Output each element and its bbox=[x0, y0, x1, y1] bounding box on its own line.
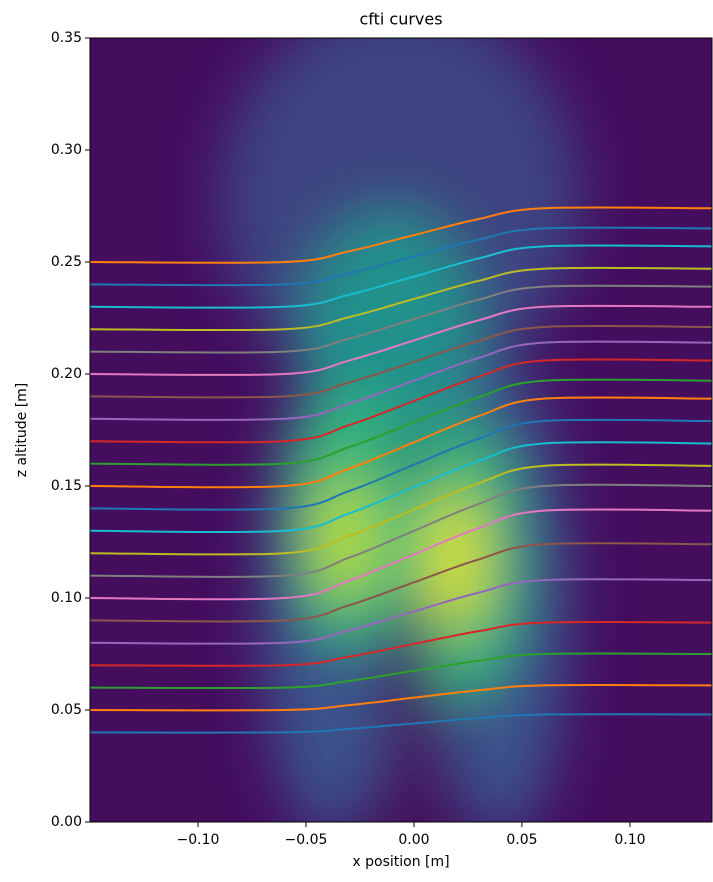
x-tick-label: −0.10 bbox=[177, 832, 220, 848]
y-tick-label: 0.10 bbox=[51, 590, 82, 606]
curve bbox=[90, 621, 712, 667]
y-tick-label: 0.00 bbox=[51, 814, 82, 830]
y-tick-label: 0.30 bbox=[51, 142, 82, 158]
curve bbox=[90, 378, 712, 466]
heat-gap bbox=[385, 600, 435, 822]
y-tick-label: 0.35 bbox=[51, 30, 82, 46]
curve bbox=[90, 226, 712, 287]
heatmap bbox=[90, 38, 712, 822]
x-axis-label: x position [m] bbox=[352, 854, 449, 870]
curve bbox=[90, 508, 712, 601]
curve bbox=[90, 441, 712, 534]
curve bbox=[90, 652, 712, 690]
curve bbox=[90, 244, 712, 309]
curve bbox=[90, 358, 712, 444]
curve bbox=[90, 483, 712, 578]
x-tick-label: 0.10 bbox=[614, 832, 645, 848]
curve bbox=[90, 266, 712, 332]
y-axis-label: z altitude [m] bbox=[14, 383, 30, 478]
curve bbox=[90, 578, 712, 645]
axes-frame bbox=[89, 37, 713, 823]
x-tick-label: 0.05 bbox=[506, 832, 537, 848]
curve bbox=[90, 324, 712, 399]
curve bbox=[90, 340, 712, 421]
y-tick-label: 0.05 bbox=[51, 702, 82, 718]
x-tick-label: 0.00 bbox=[398, 832, 429, 848]
curve bbox=[90, 304, 712, 376]
y-tick-label: 0.15 bbox=[51, 478, 82, 494]
chart-title: cfti curves bbox=[359, 10, 442, 29]
y-tick-label: 0.25 bbox=[51, 254, 82, 270]
curve bbox=[90, 396, 712, 489]
curve bbox=[90, 463, 712, 556]
y-tick-label: 0.20 bbox=[51, 366, 82, 382]
curve bbox=[90, 206, 712, 264]
curve bbox=[90, 683, 712, 712]
x-tick-label: −0.05 bbox=[285, 832, 328, 848]
curve bbox=[90, 713, 712, 734]
curve bbox=[90, 418, 712, 511]
curve bbox=[90, 284, 712, 354]
curve bbox=[90, 542, 712, 623]
curves bbox=[90, 206, 712, 734]
